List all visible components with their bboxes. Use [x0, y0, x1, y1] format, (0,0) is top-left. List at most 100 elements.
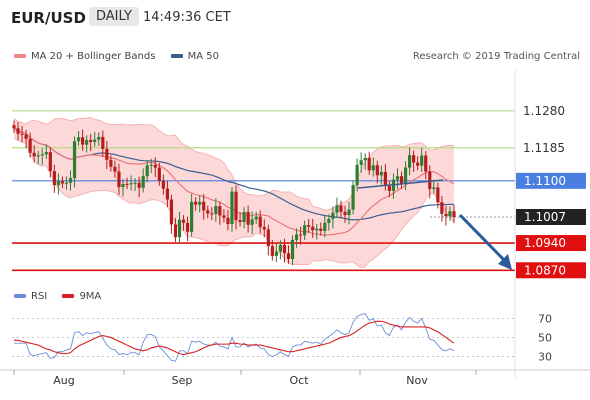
forecast-arrow-head — [498, 254, 512, 270]
candle-body — [161, 180, 165, 189]
level-tag-5 — [516, 262, 586, 279]
candle-body — [32, 152, 36, 157]
candle-body — [375, 165, 379, 176]
candle-body — [432, 187, 436, 189]
rsi-tick-70: 70 — [538, 312, 552, 325]
candle-body — [448, 211, 452, 217]
candle-body — [125, 183, 129, 185]
legend-label-9ma: 9MA — [79, 291, 102, 302]
candle-body — [218, 206, 222, 216]
legend-label-ma50: MA 50 — [187, 51, 219, 62]
candle-body — [383, 171, 387, 186]
candle-body — [89, 140, 93, 142]
candle-body — [16, 128, 20, 134]
candle-body — [56, 181, 61, 186]
candle-body — [121, 183, 125, 188]
candle-body — [416, 162, 420, 166]
candle-body — [319, 228, 323, 231]
candle-body — [190, 201, 194, 232]
candle-body — [85, 140, 89, 145]
level-label-2: 1.1100 — [524, 174, 566, 188]
candle-body — [323, 222, 327, 231]
candle-body — [20, 133, 24, 135]
candle-body — [412, 155, 416, 163]
candle-body — [254, 216, 258, 220]
candle-body — [355, 164, 359, 186]
rsi-tick-50: 50 — [538, 331, 552, 344]
legend-item-9ma: 9MA — [62, 291, 101, 302]
candle-body — [331, 212, 335, 219]
header-bar: EUR/USD DAILY 14:49:36 CET — [0, 0, 590, 38]
symbol-label: EUR/USD — [11, 9, 86, 27]
candle-body — [93, 139, 97, 142]
trend-line — [357, 179, 444, 189]
candle-body — [286, 253, 291, 259]
candle-body — [185, 222, 190, 232]
candle-body — [387, 185, 392, 191]
level-label-4: 1.0940 — [524, 236, 566, 250]
rsi-series-9MA — [14, 320, 455, 356]
candle-body — [343, 211, 347, 216]
candle-body — [117, 171, 121, 188]
candle-body — [129, 183, 133, 185]
candle-body — [262, 227, 266, 230]
level-tag-2 — [516, 172, 586, 189]
candle-body — [266, 229, 270, 247]
candle-body — [44, 152, 48, 155]
candle-body — [335, 205, 339, 213]
candle-body — [327, 218, 331, 223]
candle-body — [299, 234, 303, 236]
candle-body — [315, 228, 319, 231]
candle-body — [52, 171, 56, 186]
candle-body — [307, 225, 311, 227]
timeframe-badge[interactable]: DAILY — [89, 7, 139, 26]
candle-body — [403, 167, 408, 184]
legend-swatch-ma50 — [170, 54, 183, 58]
candle-body — [109, 159, 113, 167]
candle-body — [371, 165, 375, 171]
candle-body — [165, 188, 169, 200]
candle-body — [351, 185, 355, 210]
candle-body — [169, 199, 174, 225]
candle-body — [28, 138, 32, 153]
candle-body — [198, 201, 202, 205]
candle-body — [105, 148, 109, 160]
forecast-arrow-shaft — [458, 213, 508, 264]
level-label-1: 1.1185 — [523, 141, 565, 155]
bollinger-band — [14, 117, 454, 268]
candle-body — [399, 176, 404, 184]
candle-body — [113, 166, 117, 172]
candle-body — [440, 202, 444, 214]
candle-body — [36, 155, 40, 157]
candle-body — [290, 239, 295, 259]
x-tick-label-oct: Oct — [289, 374, 309, 387]
candle-body — [294, 234, 299, 240]
candle-body — [359, 160, 363, 165]
candle-body — [133, 182, 137, 184]
candle-body — [181, 219, 186, 223]
candle-body — [363, 157, 367, 161]
legend-swatch-9ma — [62, 294, 75, 298]
candle-body — [149, 164, 153, 166]
candle-body — [153, 164, 157, 168]
candle-body — [367, 157, 371, 171]
candle-body — [270, 246, 274, 256]
rsi-legend: RSI 9MA — [14, 291, 113, 302]
legend-swatch-ma20 — [14, 54, 26, 58]
candle-body — [101, 136, 105, 149]
candle-body — [347, 209, 351, 216]
timestamp: 14:49:36 CET — [143, 10, 231, 25]
candle-body — [206, 210, 210, 214]
candle-body — [177, 219, 182, 238]
candle-body — [311, 226, 315, 231]
legend-label-ma20: MA 20 + Bollinger Bands — [31, 51, 156, 62]
candle-body — [303, 225, 307, 236]
x-tick-label-aug: Aug — [53, 374, 74, 387]
candle-body — [210, 213, 214, 215]
price-legend: MA 20 + Bollinger Bands MA 50 — [14, 51, 231, 62]
candle-body — [145, 165, 149, 177]
candle-body — [141, 176, 145, 188]
candle-body — [274, 251, 278, 256]
legend-label-rsi: RSI — [31, 291, 48, 302]
